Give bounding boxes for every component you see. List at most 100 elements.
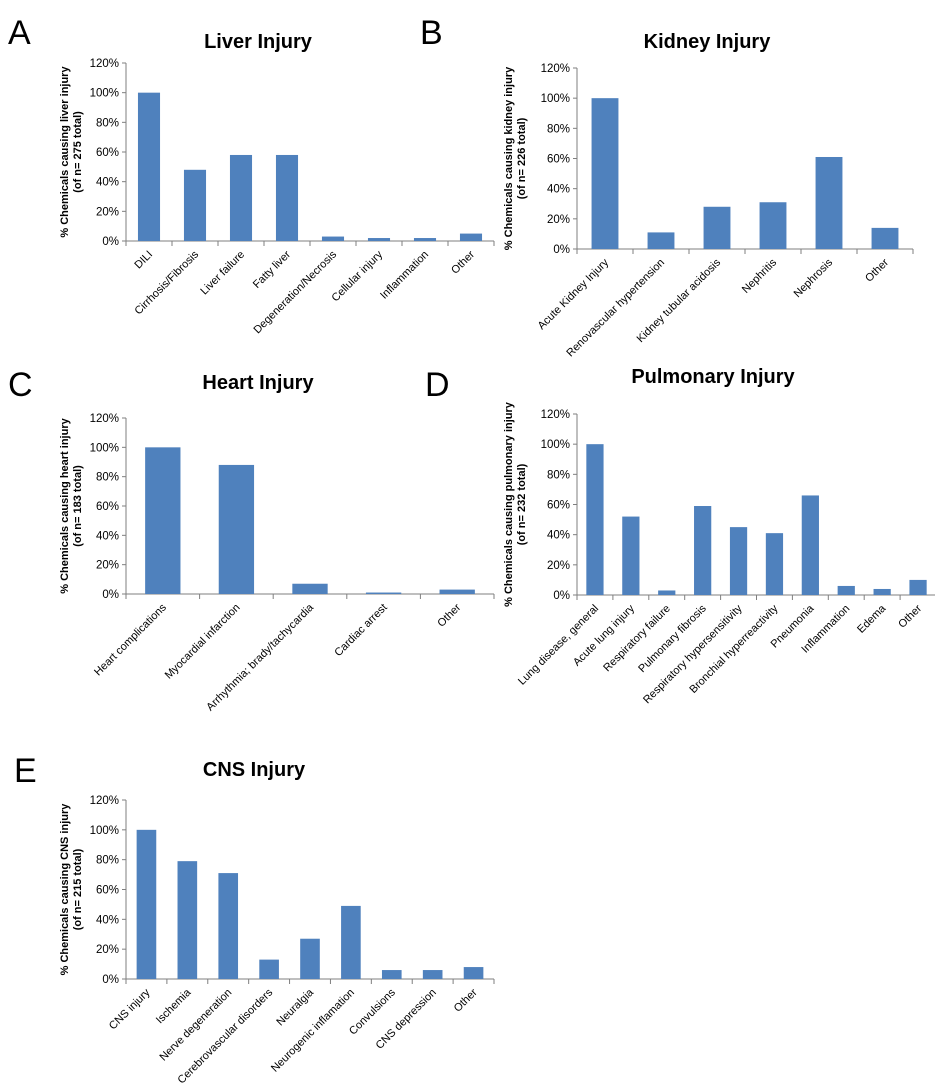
panel-letter: B bbox=[420, 14, 443, 52]
bar-myocardial-infarction bbox=[218, 464, 255, 594]
x-category-label: Other bbox=[449, 248, 477, 276]
x-category-label: Degeneration/Necrosis bbox=[252, 248, 340, 336]
y-axis-label: % Chemicals causing pulmonary injury bbox=[503, 401, 515, 607]
x-category-label: Other bbox=[896, 602, 924, 630]
y-tick-label: 0% bbox=[102, 236, 119, 248]
chart-title: Liver Injury bbox=[204, 31, 313, 53]
y-tick-label: 100% bbox=[90, 88, 119, 100]
y-tick-label: 20% bbox=[96, 206, 119, 218]
bar-respiratory-failure bbox=[658, 590, 676, 595]
bar-inflammation bbox=[413, 238, 437, 241]
chart-title: CNS Injury bbox=[203, 759, 306, 781]
bar-heart-complications bbox=[145, 447, 181, 594]
x-category-label: Respiratory failure bbox=[601, 603, 673, 675]
y-tick-label: 40% bbox=[96, 914, 119, 926]
bar-dili bbox=[137, 92, 161, 242]
y-tick-label: 40% bbox=[547, 530, 570, 542]
bar-other bbox=[439, 589, 475, 594]
x-category-label: Liver failure bbox=[198, 249, 247, 298]
y-tick-label: 20% bbox=[96, 944, 119, 956]
x-category-label: Cardiac arrest bbox=[332, 602, 389, 659]
y-tick-label: 40% bbox=[547, 184, 570, 196]
y-tick-label: 100% bbox=[541, 93, 570, 105]
bar-cerebrovascular-disorders bbox=[259, 959, 279, 979]
y-axis-label: (of n= 183 total) bbox=[72, 465, 84, 547]
panel-letter: A bbox=[8, 14, 31, 52]
x-category-label: Ischemia bbox=[154, 986, 194, 1026]
bar-bronchial-hyperreactivity bbox=[765, 533, 784, 595]
chart-panel-a: A Liver Injury % Chemicals causing liver i… bbox=[8, 14, 495, 336]
bar-other bbox=[909, 579, 927, 595]
bar-degeneration-necrosis bbox=[321, 236, 345, 241]
y-tick-label: 80% bbox=[96, 472, 119, 484]
bar-pneumonia bbox=[801, 495, 819, 595]
bar-nephrosis bbox=[815, 156, 843, 249]
x-category-label: Fatty liver bbox=[251, 248, 293, 290]
x-category-label: Neurogenic inflamation bbox=[269, 987, 357, 1075]
y-tick-label: 0% bbox=[553, 244, 570, 256]
x-category-label: Myocardial infarction bbox=[163, 602, 243, 682]
y-tick-label: 60% bbox=[96, 147, 119, 159]
x-category-label: Inflammation bbox=[378, 249, 431, 302]
panel-letter: C bbox=[8, 366, 33, 404]
y-tick-label: 0% bbox=[102, 589, 119, 601]
chart-panel-d: D Pulmonary Injury % Chemicals causing pul… bbox=[425, 366, 935, 706]
y-tick-label: 80% bbox=[96, 117, 119, 129]
y-axis-label: % Chemicals causing heart injury bbox=[59, 417, 71, 593]
bar-arrhythmia-brady-tachycardia bbox=[292, 583, 328, 594]
y-axis-label: % Chemicals causing liver injury bbox=[59, 66, 71, 238]
y-tick-label: 0% bbox=[553, 590, 570, 602]
x-category-label: Edema bbox=[855, 602, 889, 636]
bar-cardiac-arrest bbox=[365, 592, 402, 594]
y-tick-label: 40% bbox=[96, 177, 119, 189]
x-category-label: Acute lung injury bbox=[571, 602, 637, 668]
bar-neurogenic-inflamation bbox=[341, 905, 361, 979]
bar-fatty-liver bbox=[275, 154, 299, 241]
panel-letter: E bbox=[14, 752, 37, 790]
chart-title: Pulmonary Injury bbox=[631, 366, 795, 388]
bar-acute-kidney-injury bbox=[591, 98, 619, 250]
bar-cellular-injury bbox=[367, 238, 391, 241]
y-axis-label: % Chemicals causing CNS injury bbox=[59, 803, 71, 976]
chart-title: Heart Injury bbox=[202, 372, 314, 394]
y-tick-label: 60% bbox=[547, 500, 570, 512]
x-category-label: Neuralgia bbox=[274, 986, 316, 1028]
y-tick-label: 100% bbox=[541, 439, 570, 451]
bar-convulsions bbox=[381, 970, 402, 979]
chart-panel-e: E CNS Injury % Chemicals causing CNS injur… bbox=[14, 752, 495, 1086]
y-tick-label: 80% bbox=[547, 469, 570, 481]
x-category-label: DILI bbox=[132, 249, 155, 272]
bar-nephritis bbox=[759, 202, 787, 249]
y-tick-label: 80% bbox=[547, 123, 570, 135]
bar-nerve-degeneration bbox=[218, 873, 239, 979]
bar-inflammation bbox=[837, 585, 855, 595]
x-category-label: CNS injury bbox=[107, 986, 153, 1032]
bar-ischemia bbox=[177, 861, 198, 979]
y-axis-label: (of n= 275 total) bbox=[72, 111, 84, 193]
bar-cns-injury bbox=[136, 829, 157, 979]
y-tick-label: 120% bbox=[90, 58, 119, 70]
bar-acute-lung-injury bbox=[622, 516, 640, 595]
x-category-label: Nerve degeneration bbox=[158, 987, 235, 1064]
chart-panel-c: C Heart Injury % Chemicals causing heart i… bbox=[8, 366, 495, 713]
y-tick-label: 120% bbox=[541, 63, 570, 75]
x-category-label: Pulmonary fibrosis bbox=[636, 602, 709, 675]
y-tick-label: 120% bbox=[90, 795, 119, 807]
bar-other bbox=[459, 233, 483, 241]
y-tick-label: 80% bbox=[96, 855, 119, 867]
y-tick-label: 20% bbox=[547, 560, 570, 572]
chart-title: Kidney Injury bbox=[644, 31, 772, 53]
y-tick-label: 60% bbox=[96, 501, 119, 513]
y-tick-label: 60% bbox=[547, 154, 570, 166]
x-category-label: Other bbox=[863, 256, 891, 284]
bar-cirrhosis-fibrosis bbox=[183, 169, 207, 241]
x-category-label: Renovascular hypertension bbox=[564, 257, 667, 360]
y-axis-label: (of n= 232 total) bbox=[516, 463, 528, 545]
y-tick-label: 0% bbox=[102, 974, 119, 986]
y-tick-label: 100% bbox=[90, 442, 119, 454]
y-tick-label: 100% bbox=[90, 825, 119, 837]
chart-panel-b: B Kidney Injury % Chemicals causing kidney… bbox=[420, 14, 914, 360]
bar-cns-depression bbox=[422, 970, 443, 979]
bar-other bbox=[463, 967, 484, 979]
